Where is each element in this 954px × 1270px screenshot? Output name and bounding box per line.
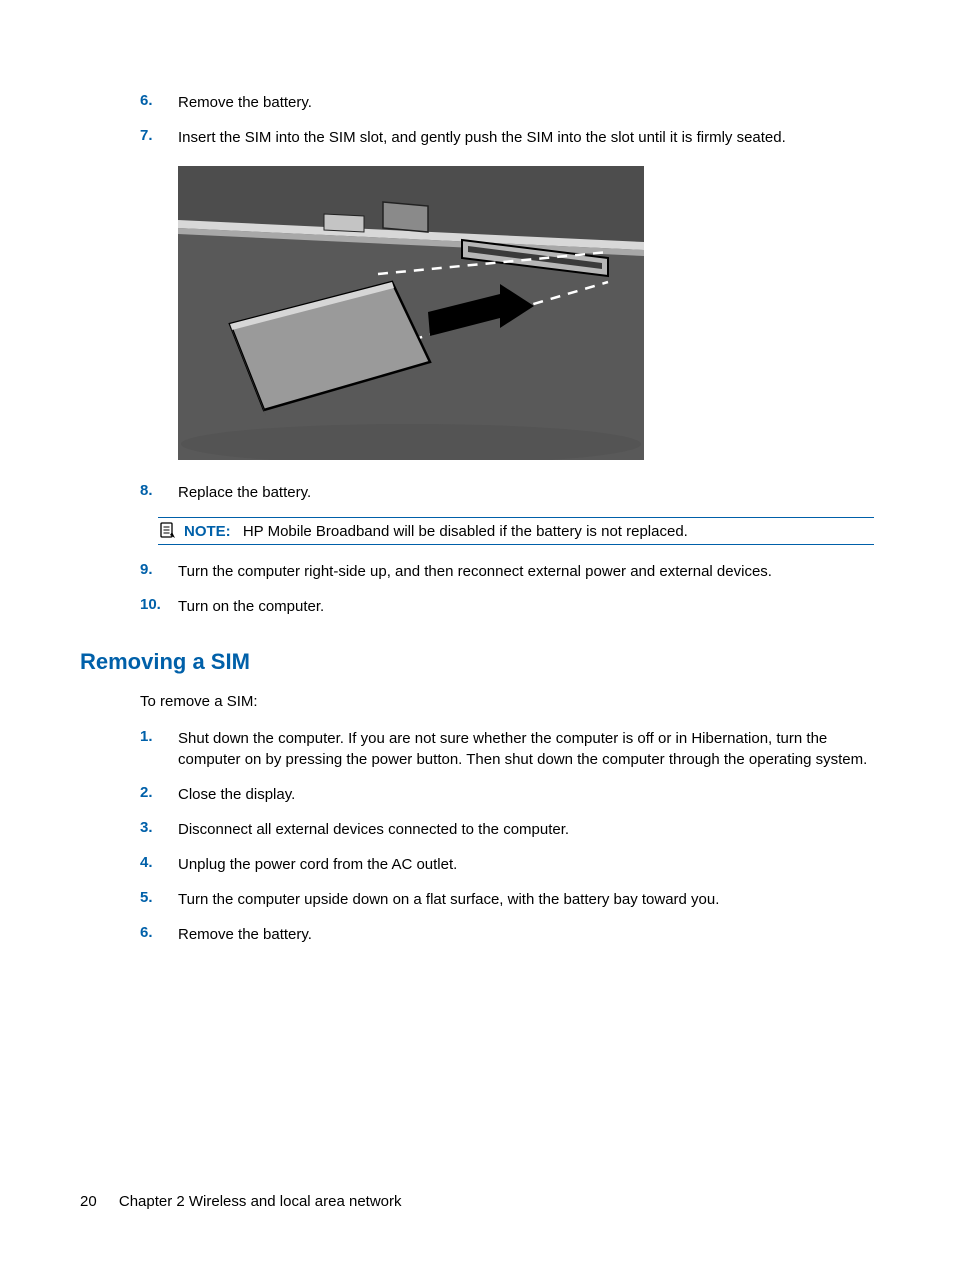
section-intro: To remove a SIM:	[80, 691, 874, 712]
step-text: Shut down the computer. If you are not s…	[178, 728, 874, 770]
step-number: 6.	[140, 924, 178, 945]
section-heading: Removing a SIM	[80, 649, 874, 675]
step-text: Turn on the computer.	[178, 596, 324, 617]
step-number: 6.	[140, 92, 178, 113]
step-8: 8. Replace the battery.	[80, 482, 874, 503]
remove-step-1: 1. Shut down the computer. If you are no…	[80, 728, 874, 770]
step-number: 8.	[140, 482, 178, 503]
remove-step-6: 6. Remove the battery.	[80, 924, 874, 945]
note-body: HP Mobile Broadband will be disabled if …	[243, 523, 688, 540]
step-6: 6. Remove the battery.	[80, 92, 874, 113]
note-label: NOTE:	[184, 523, 231, 540]
step-number: 5.	[140, 889, 178, 910]
step-text: Close the display.	[178, 784, 295, 805]
sim-insert-illustration	[178, 166, 644, 460]
step-number: 4.	[140, 854, 178, 875]
step-text: Insert the SIM into the SIM slot, and ge…	[178, 127, 786, 148]
note-box: NOTE: HP Mobile Broadband will be disabl…	[158, 517, 874, 545]
chapter-title: Chapter 2 Wireless and local area networ…	[119, 1193, 402, 1210]
step-number: 9.	[140, 561, 178, 582]
remove-step-2: 2. Close the display.	[80, 784, 874, 805]
remove-step-4: 4. Unplug the power cord from the AC out…	[80, 854, 874, 875]
step-text: Turn the computer upside down on a flat …	[178, 889, 719, 910]
step-10: 10. Turn on the computer.	[80, 596, 874, 617]
step-9: 9. Turn the computer right-side up, and …	[80, 561, 874, 582]
page-number: 20	[80, 1193, 97, 1210]
step-text: Disconnect all external devices connecte…	[178, 819, 569, 840]
step-text: Unplug the power cord from the AC outlet…	[178, 854, 457, 875]
note-content: NOTE: HP Mobile Broadband will be disabl…	[184, 523, 688, 540]
step-text: Turn the computer right-side up, and the…	[178, 561, 772, 582]
page-footer: 20 Chapter 2 Wireless and local area net…	[80, 1193, 402, 1210]
step-number: 3.	[140, 819, 178, 840]
step-number: 7.	[140, 127, 178, 148]
step-7: 7. Insert the SIM into the SIM slot, and…	[80, 127, 874, 148]
step-number: 10.	[140, 596, 178, 617]
step-number: 2.	[140, 784, 178, 805]
step-number: 1.	[140, 728, 178, 770]
step-text: Remove the battery.	[178, 92, 312, 113]
remove-step-3: 3. Disconnect all external devices conne…	[80, 819, 874, 840]
note-icon	[158, 522, 176, 540]
remove-step-5: 5. Turn the computer upside down on a fl…	[80, 889, 874, 910]
step-text: Replace the battery.	[178, 482, 311, 503]
step-text: Remove the battery.	[178, 924, 312, 945]
